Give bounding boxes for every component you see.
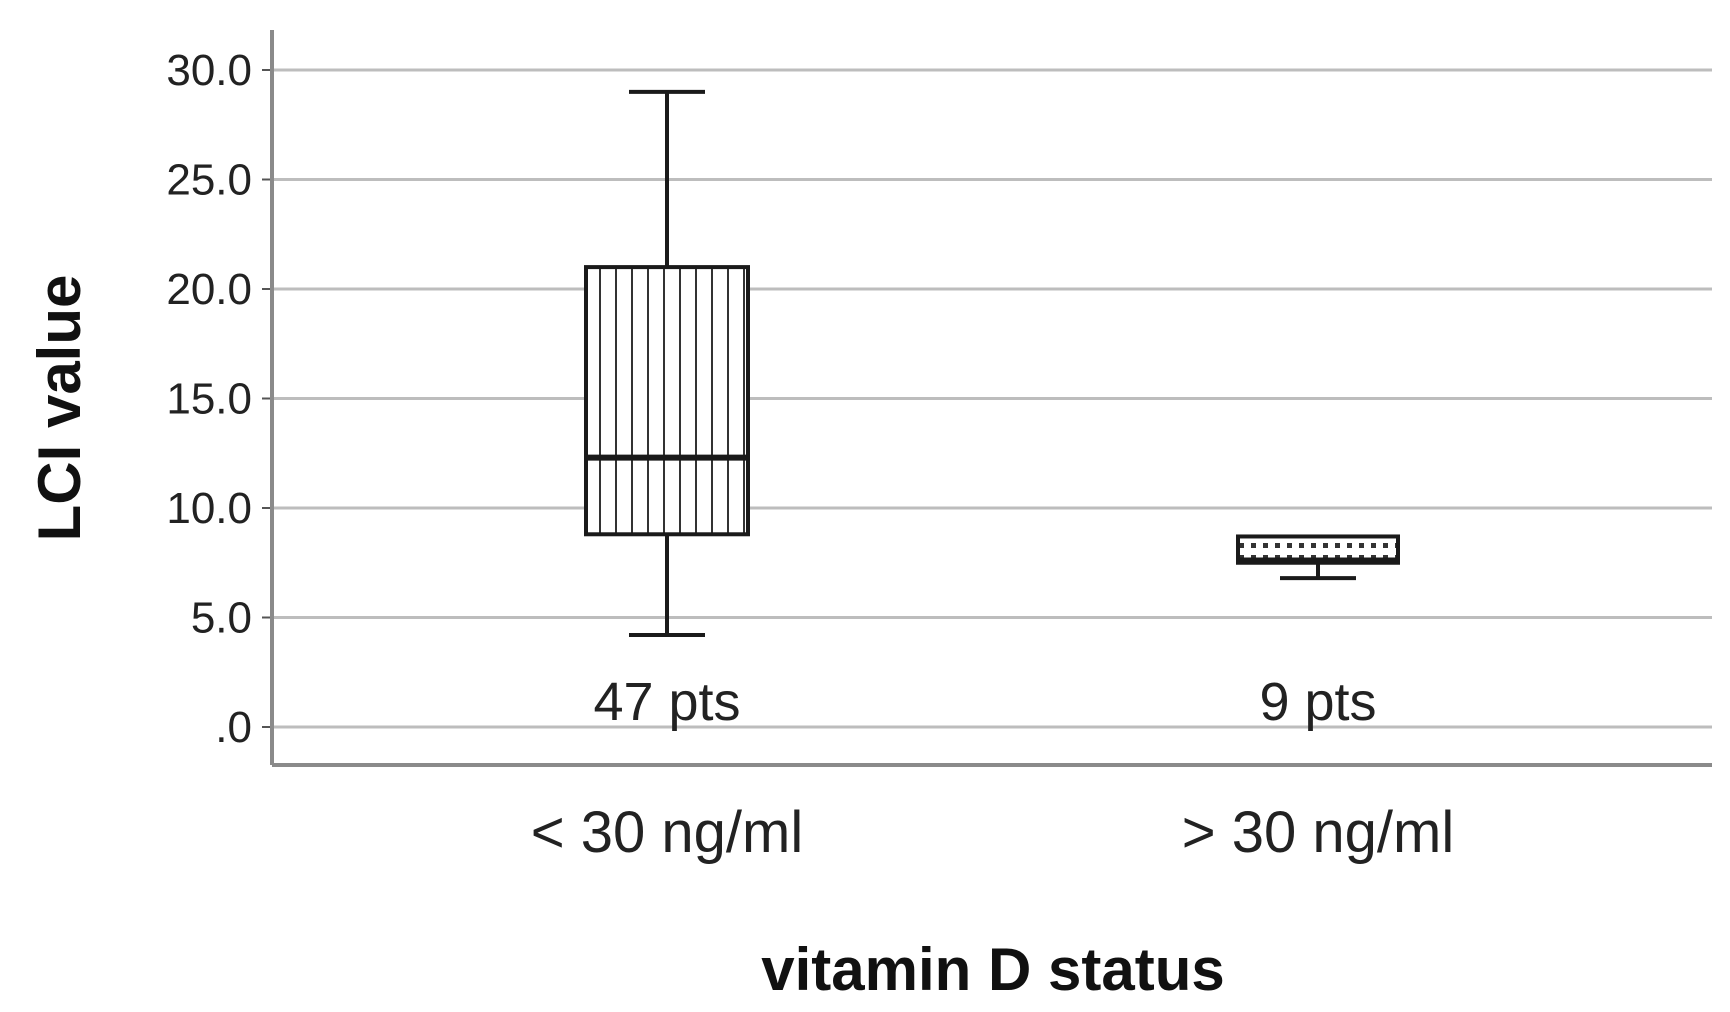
x-axis-title: vitamin D status [761,936,1224,1003]
y-axis-title: LCI value [26,275,93,542]
axes [262,30,1712,767]
gridlines [272,68,1712,729]
x-tick-label: > 30 ng/ml [1182,800,1454,865]
count-label: 9 pts [1259,672,1376,732]
y-tick-label: .0 [215,703,252,752]
y-tick-label: 20.0 [166,265,252,314]
boxes [584,89,1400,638]
y-tick-label: 10.0 [166,484,252,533]
y-tick-label: 25.0 [166,156,252,205]
y-tick-label: 30.0 [166,46,252,95]
y-tick-label: 15.0 [166,375,252,424]
y-tick-label: 5.0 [191,594,252,643]
box-iqr [584,265,750,537]
y-tick-labels: .0 5.0 10.0 15.0 20.0 25.0 30.0 [166,46,252,752]
labels: 47 pts < 30 ng/ml 9 pts > 30 ng/ml [531,672,1454,865]
count-label: 47 pts [593,672,740,732]
x-tick-label: < 30 ng/ml [531,800,803,865]
